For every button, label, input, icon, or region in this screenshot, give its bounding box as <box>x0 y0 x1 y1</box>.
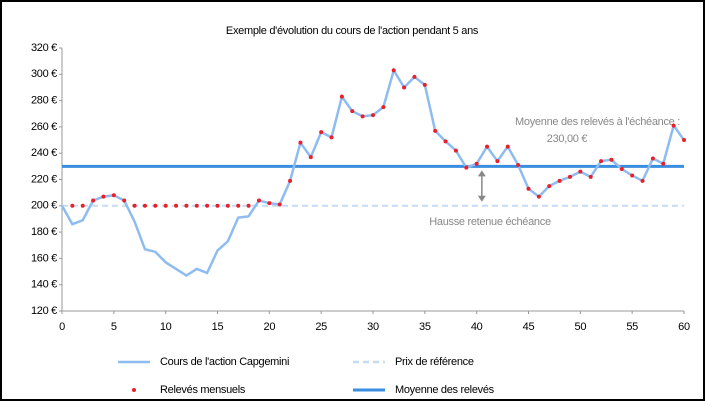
dot <box>371 113 375 118</box>
x-tick-label: 0 <box>59 321 65 333</box>
y-tick-label: 160 € <box>31 252 57 264</box>
x-tick-label: 20 <box>264 321 276 333</box>
y-tick-label: 240 € <box>31 147 57 159</box>
dot <box>339 94 344 99</box>
dot <box>163 203 168 208</box>
x-tick-label: 50 <box>575 321 587 333</box>
dot <box>256 198 261 203</box>
y-tick-label: 300 € <box>31 68 57 80</box>
dot <box>267 201 272 206</box>
dot <box>671 123 676 128</box>
y-tick-label: 180 € <box>31 226 57 238</box>
dot <box>360 114 365 119</box>
dot <box>246 203 251 208</box>
dot <box>422 82 427 87</box>
legend-swatch <box>132 388 136 392</box>
x-tick-label: 45 <box>523 321 535 333</box>
dot <box>630 173 635 178</box>
dot <box>111 193 116 198</box>
dot <box>516 163 521 168</box>
dot <box>184 203 189 208</box>
dot <box>391 68 396 73</box>
x-tick-label: 30 <box>367 321 379 333</box>
dot <box>308 155 313 160</box>
y-tick-label: 120 € <box>31 305 57 317</box>
x-tick-label: 10 <box>160 321 172 333</box>
dot <box>453 148 458 153</box>
dot <box>578 169 583 174</box>
dot <box>599 159 604 164</box>
dot <box>495 159 500 164</box>
dot <box>80 203 85 208</box>
dot <box>132 203 137 208</box>
y-tick-label: 260 € <box>31 121 57 133</box>
legend-label: Relevés mensuels <box>160 384 246 396</box>
dot <box>433 128 438 133</box>
dot <box>412 74 417 79</box>
y-tick-label: 320 € <box>31 42 57 54</box>
dot <box>205 203 210 208</box>
dot <box>70 203 75 208</box>
y-tick-label: 280 € <box>31 95 57 107</box>
legend-label: Moyenne des relevés <box>395 384 495 396</box>
dot <box>682 138 686 143</box>
legend-label: Prix de référence <box>395 356 474 368</box>
annotation: Hausse retenue échéance <box>429 216 551 228</box>
x-tick-label: 35 <box>419 321 431 333</box>
dot <box>142 203 147 208</box>
dot <box>443 139 448 144</box>
dot <box>350 109 355 114</box>
dot <box>619 166 624 171</box>
dot <box>174 203 179 208</box>
annotation: 230,00 € <box>547 133 588 145</box>
dot <box>319 130 324 135</box>
dot <box>298 140 303 145</box>
dot <box>567 174 572 179</box>
dot <box>650 156 655 161</box>
x-tick-label: 40 <box>471 321 483 333</box>
dot <box>329 135 334 140</box>
dot <box>101 194 106 199</box>
dot <box>536 194 541 199</box>
x-tick-label: 15 <box>212 321 224 333</box>
dot <box>464 165 469 170</box>
dot <box>526 186 531 191</box>
x-tick-label: 5 <box>111 321 117 333</box>
y-tick-label: 140 € <box>31 279 57 291</box>
dot <box>402 85 407 90</box>
dot <box>588 174 593 179</box>
dot <box>505 144 510 149</box>
dot <box>215 203 220 208</box>
dot <box>661 161 666 166</box>
chart-title: Exemple d'évolution du cours de l'action… <box>226 25 479 37</box>
dot <box>236 203 241 208</box>
annotation: Moyenne des relevés à l'échéance : <box>515 116 680 128</box>
x-tick-label: 60 <box>678 321 690 333</box>
dot <box>225 203 230 208</box>
dot <box>609 157 614 162</box>
dot <box>485 144 490 149</box>
dot <box>277 202 282 207</box>
dot <box>474 161 479 166</box>
dot <box>91 198 96 203</box>
y-tick-label: 220 € <box>31 173 57 185</box>
dot <box>288 178 293 183</box>
dot <box>547 184 552 189</box>
dot <box>194 203 199 208</box>
dot <box>640 178 645 183</box>
dot <box>557 178 562 183</box>
dot <box>122 198 127 203</box>
dot <box>153 203 158 208</box>
x-tick-label: 55 <box>626 321 638 333</box>
legend-label: Cours de l'action Capgemini <box>160 356 289 368</box>
dot <box>381 105 386 110</box>
x-tick-label: 25 <box>315 321 327 333</box>
y-tick-label: 200 € <box>31 200 57 212</box>
